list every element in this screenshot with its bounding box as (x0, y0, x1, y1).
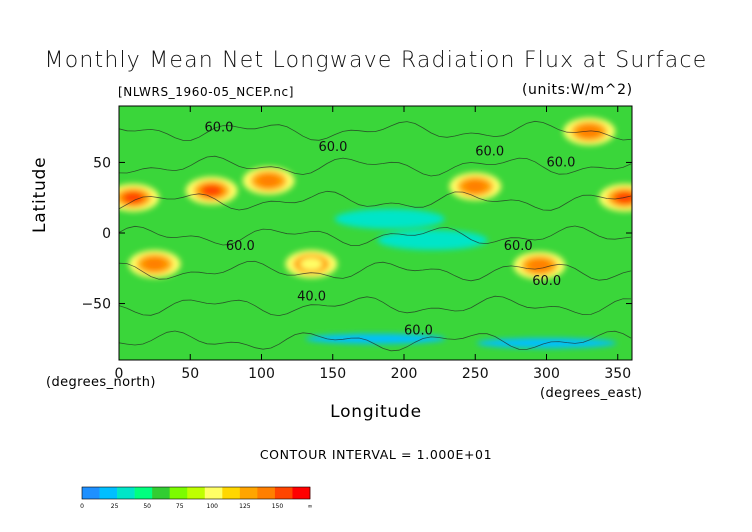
colorbar-tick-label: 125 (239, 503, 251, 510)
x-tick-label: 250 (462, 366, 489, 382)
colorbar-swatch (239, 487, 258, 499)
file-label: [NLWRS_1960-05_NCEP.nc] (118, 85, 295, 99)
contour-line (119, 260, 632, 282)
colorbar-swatch (134, 487, 153, 499)
colorbar-swatch (204, 487, 223, 499)
colorbar-tick-label: 75 (176, 503, 184, 510)
x-axis-label: Longitude (330, 402, 422, 422)
field-background (119, 106, 632, 360)
colorbar-tick-label: 25 (111, 503, 119, 510)
contour-line (119, 225, 632, 246)
contour-line (119, 120, 632, 141)
colorbar-swatch (292, 487, 311, 499)
contour-label: 60.0 (547, 156, 576, 171)
colorbar-swatch (274, 487, 293, 499)
colorbar-swatch (99, 487, 118, 499)
contour-label: 60.0 (205, 120, 234, 135)
colorbar-swatch (187, 487, 206, 499)
x-tick-label: 150 (319, 366, 346, 382)
colorbar-swatch (82, 487, 100, 499)
y-tick-label: −50 (81, 297, 111, 313)
x-tick-label: 50 (181, 366, 199, 382)
colorbar-tick-label: 150 (272, 503, 284, 510)
x-unit-label: (degrees_east) (540, 386, 643, 401)
low-region (334, 208, 445, 229)
contour-line (119, 155, 632, 177)
colorbar-swatch (222, 487, 241, 499)
contour-interval-text: CONTOUR INTERVAL = 1.000E+01 (259, 447, 493, 462)
plot-area: 60.0 60.0 60.0 60.0 60.0 60.0 60.0 40.0 60.0 (119, 106, 632, 360)
contour-label: 60.0 (404, 324, 433, 339)
chart-title: Monthly Mean Net Longwave Radiation Flux… (44, 48, 708, 73)
y-tick-label: 0 (102, 226, 111, 242)
contour-label: 60.0 (319, 140, 348, 155)
colorbar-tick-label: 0 (80, 503, 84, 510)
x-tick-label: 100 (248, 366, 275, 382)
colorbar-tick-label: ∞ (308, 503, 313, 510)
colorbar-swatch (257, 487, 276, 499)
contour-label: 60.0 (504, 239, 533, 254)
contour-line (119, 295, 632, 317)
low-region (377, 230, 488, 251)
colorbar-tick-label: 50 (143, 503, 151, 510)
contour-label: 60.0 (475, 144, 504, 159)
colorbar: 0 25 50 75 100 125 150 ∞ (80, 486, 313, 510)
x-tick-label: 0 (115, 366, 124, 382)
y-tick-label: 50 (93, 155, 111, 171)
contour-label: 40.0 (297, 290, 326, 305)
y-unit-label: (degrees_north) (46, 375, 156, 390)
contour-line (119, 190, 632, 211)
x-tick-label: 350 (604, 366, 631, 382)
contour-label: 60.0 (226, 239, 255, 254)
colorbar-swatch (169, 487, 188, 499)
x-tick-label: 300 (533, 366, 560, 382)
x-tick-label: 200 (391, 366, 418, 382)
colorbar-swatch (117, 487, 135, 499)
contour-line (119, 330, 632, 352)
colorbar-tick-label: 100 (207, 503, 219, 510)
low-region (305, 333, 446, 344)
contour-label: 60.0 (532, 274, 561, 289)
colorbar-swatch (152, 487, 170, 499)
units-label: (units:W/m^2) (522, 82, 633, 98)
